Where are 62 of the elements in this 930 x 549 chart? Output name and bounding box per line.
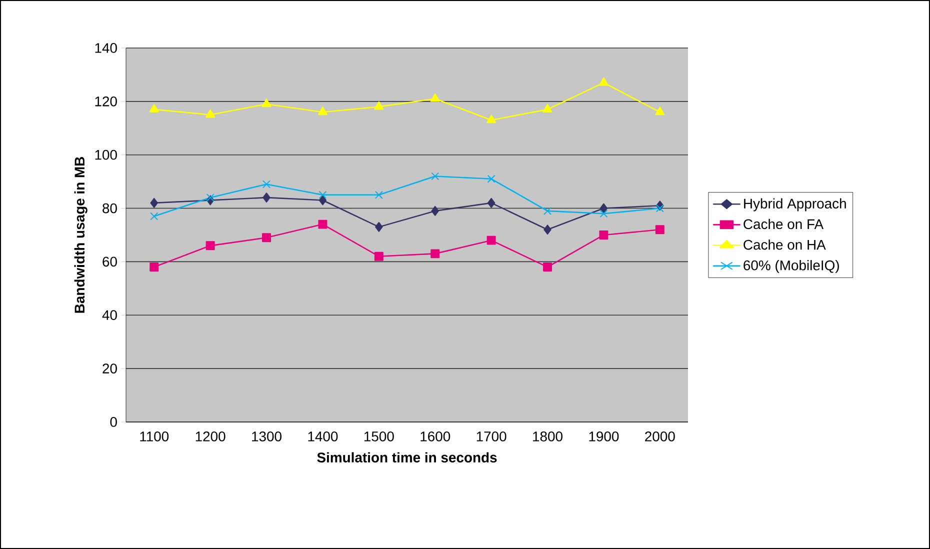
y-tick-label: 0 xyxy=(110,417,117,427)
x-tick-label: 1300 xyxy=(252,431,282,442)
point xyxy=(318,190,327,199)
point xyxy=(205,109,216,118)
x-tick-label: 1600 xyxy=(420,431,450,442)
point xyxy=(486,236,496,245)
point xyxy=(656,204,664,212)
x-tick-label: 2000 xyxy=(645,431,675,442)
y-tick-label: 20 xyxy=(102,364,117,374)
x-tick-label: 1700 xyxy=(476,431,506,442)
point xyxy=(150,198,158,208)
point xyxy=(318,106,328,116)
point xyxy=(655,106,665,116)
x-tick-label: 1200 xyxy=(196,431,226,442)
y-tick-label: 100 xyxy=(95,150,117,160)
point xyxy=(374,252,384,261)
point xyxy=(318,220,328,229)
x-tick-label: 1400 xyxy=(308,431,338,442)
x-axis-title: Simulation time in seconds xyxy=(317,452,497,462)
y-tick-label: 80 xyxy=(102,203,117,214)
point xyxy=(374,190,383,199)
point xyxy=(262,233,271,242)
point xyxy=(374,101,384,110)
x-tick-label: 1100 xyxy=(140,431,169,442)
y-tick-label: 40 xyxy=(102,310,117,320)
legend-label: Cache on FA xyxy=(744,218,824,230)
point xyxy=(655,225,664,234)
point xyxy=(599,230,608,240)
x-tick-label: 1800 xyxy=(533,431,562,442)
point xyxy=(487,198,496,208)
point xyxy=(150,212,158,220)
point xyxy=(600,203,608,214)
point xyxy=(206,241,215,250)
point xyxy=(431,172,440,180)
point xyxy=(542,104,552,112)
point xyxy=(149,104,159,112)
y-tick-label: 60 xyxy=(102,256,117,267)
point xyxy=(543,206,552,215)
point xyxy=(598,77,609,86)
point xyxy=(431,206,439,216)
x-tick-label: 1500 xyxy=(364,431,394,442)
legend-label: Hybrid Approach xyxy=(744,198,846,212)
x-tick-label: 1900 xyxy=(589,431,619,442)
point xyxy=(543,262,552,272)
legend-label: Cache on HA xyxy=(744,239,826,250)
point xyxy=(430,249,440,258)
y-tick-label: 120 xyxy=(95,96,117,106)
point xyxy=(150,262,159,272)
y-tick-label: 140 xyxy=(95,43,117,53)
point xyxy=(206,194,214,202)
point xyxy=(487,174,496,183)
point xyxy=(486,114,496,124)
point xyxy=(430,93,440,102)
y-axis-title: Bandwidth usage in MB xyxy=(74,156,88,313)
point xyxy=(318,195,327,206)
point xyxy=(600,210,608,218)
point xyxy=(375,222,383,232)
point xyxy=(262,180,271,188)
legend-label: 60% (MobileIQ) xyxy=(744,260,839,274)
point xyxy=(262,98,272,108)
point xyxy=(262,192,270,203)
point xyxy=(544,224,552,235)
